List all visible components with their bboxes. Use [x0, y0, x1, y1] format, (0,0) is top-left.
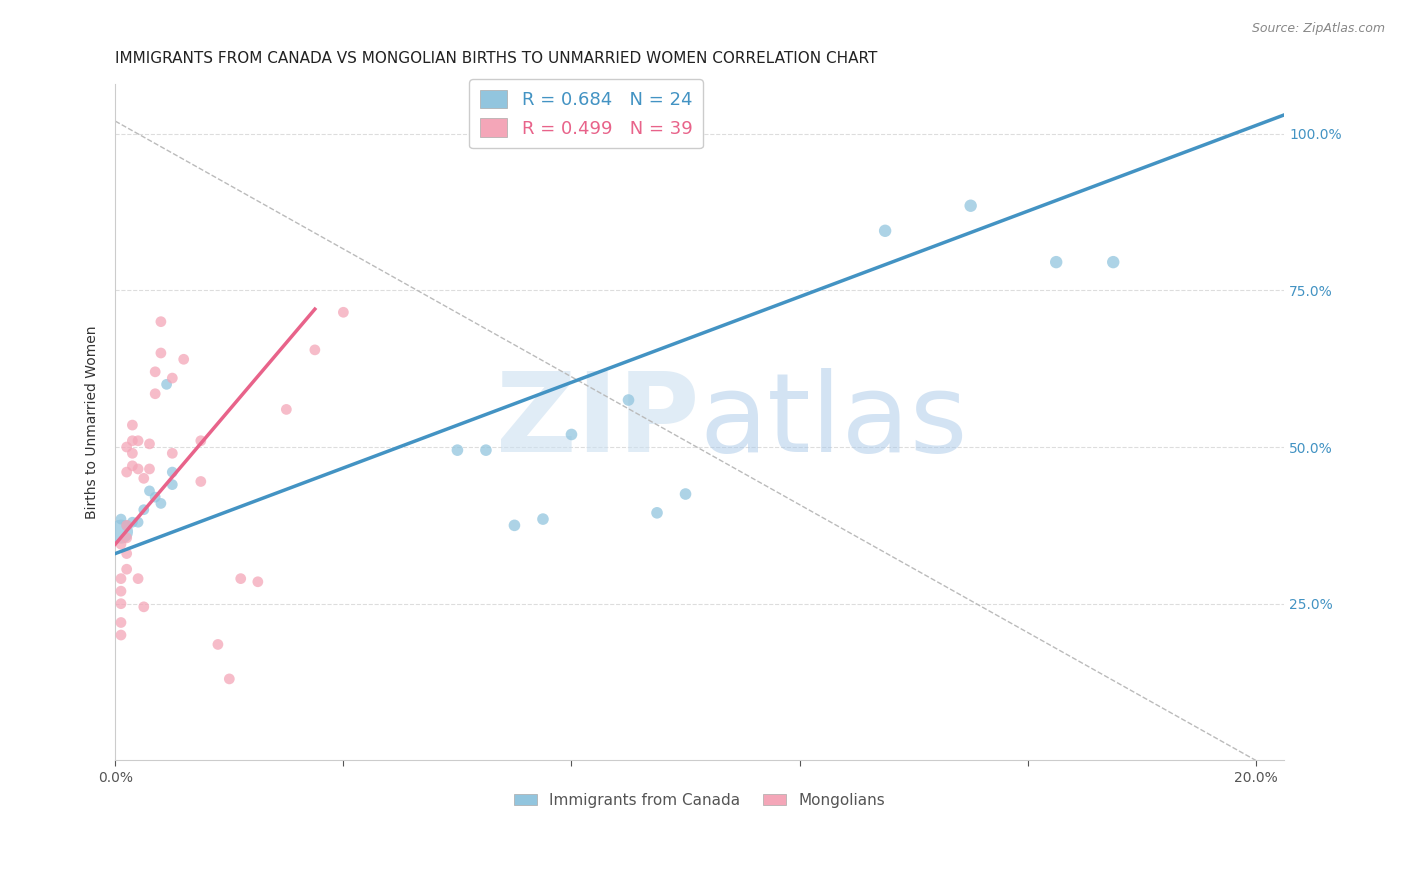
Point [115, 547, 138, 561]
Point [162, 371, 184, 385]
Text: IMMIGRANTS FROM CANADA VS MONGOLIAN BIRTHS TO UNMARRIED WOMEN CORRELATION CHART: IMMIGRANTS FROM CANADA VS MONGOLIAN BIRT… [115, 51, 877, 66]
Point [304, 343, 326, 357]
Point [138, 462, 160, 476]
Point [218, 672, 240, 686]
Point [121, 434, 143, 448]
Point [162, 446, 184, 460]
Point [115, 518, 138, 533]
Point [115, 518, 138, 533]
Point [132, 471, 155, 485]
Point [121, 458, 143, 473]
Point [190, 475, 212, 489]
Point [617, 392, 640, 407]
Point [110, 615, 132, 630]
Point [143, 490, 166, 504]
Point [115, 440, 138, 454]
Point [149, 346, 172, 360]
Point [110, 512, 132, 526]
Legend: Immigrants from Canada, Mongolians: Immigrants from Canada, Mongolians [508, 787, 891, 814]
Point [127, 462, 149, 476]
Point [115, 531, 138, 545]
Point [149, 315, 172, 329]
Point [121, 446, 143, 460]
Point [675, 487, 697, 501]
Point [149, 496, 172, 510]
Text: ZIP: ZIP [496, 368, 700, 475]
Point [276, 402, 298, 417]
Point [332, 305, 354, 319]
Y-axis label: Births to Unmarried Women: Births to Unmarried Women [86, 326, 100, 519]
Point [110, 597, 132, 611]
Point [446, 443, 468, 458]
Point [207, 637, 229, 651]
Point [115, 562, 138, 576]
Point [1102, 255, 1125, 269]
Point [645, 506, 668, 520]
Point [173, 352, 195, 367]
Point [155, 377, 177, 392]
Point [127, 434, 149, 448]
Point [875, 224, 897, 238]
Point [110, 572, 132, 586]
Point [246, 574, 269, 589]
Point [110, 584, 132, 599]
Point [560, 427, 582, 442]
Point [110, 537, 132, 551]
Point [162, 465, 184, 479]
Point [229, 572, 252, 586]
Point [127, 572, 149, 586]
Point [138, 437, 160, 451]
Point [127, 515, 149, 529]
Point [531, 512, 554, 526]
Point [959, 199, 981, 213]
Point [1045, 255, 1067, 269]
Point [110, 628, 132, 642]
Point [190, 434, 212, 448]
Point [121, 418, 143, 433]
Point [115, 465, 138, 479]
Text: Source: ZipAtlas.com: Source: ZipAtlas.com [1251, 22, 1385, 36]
Point [132, 502, 155, 516]
Text: atlas: atlas [700, 368, 969, 475]
Point [162, 477, 184, 491]
Point [110, 524, 132, 539]
Point [143, 386, 166, 401]
Point [138, 483, 160, 498]
Point [503, 518, 526, 533]
Point [143, 365, 166, 379]
Point [475, 443, 498, 458]
Point [121, 515, 143, 529]
Point [132, 599, 155, 614]
